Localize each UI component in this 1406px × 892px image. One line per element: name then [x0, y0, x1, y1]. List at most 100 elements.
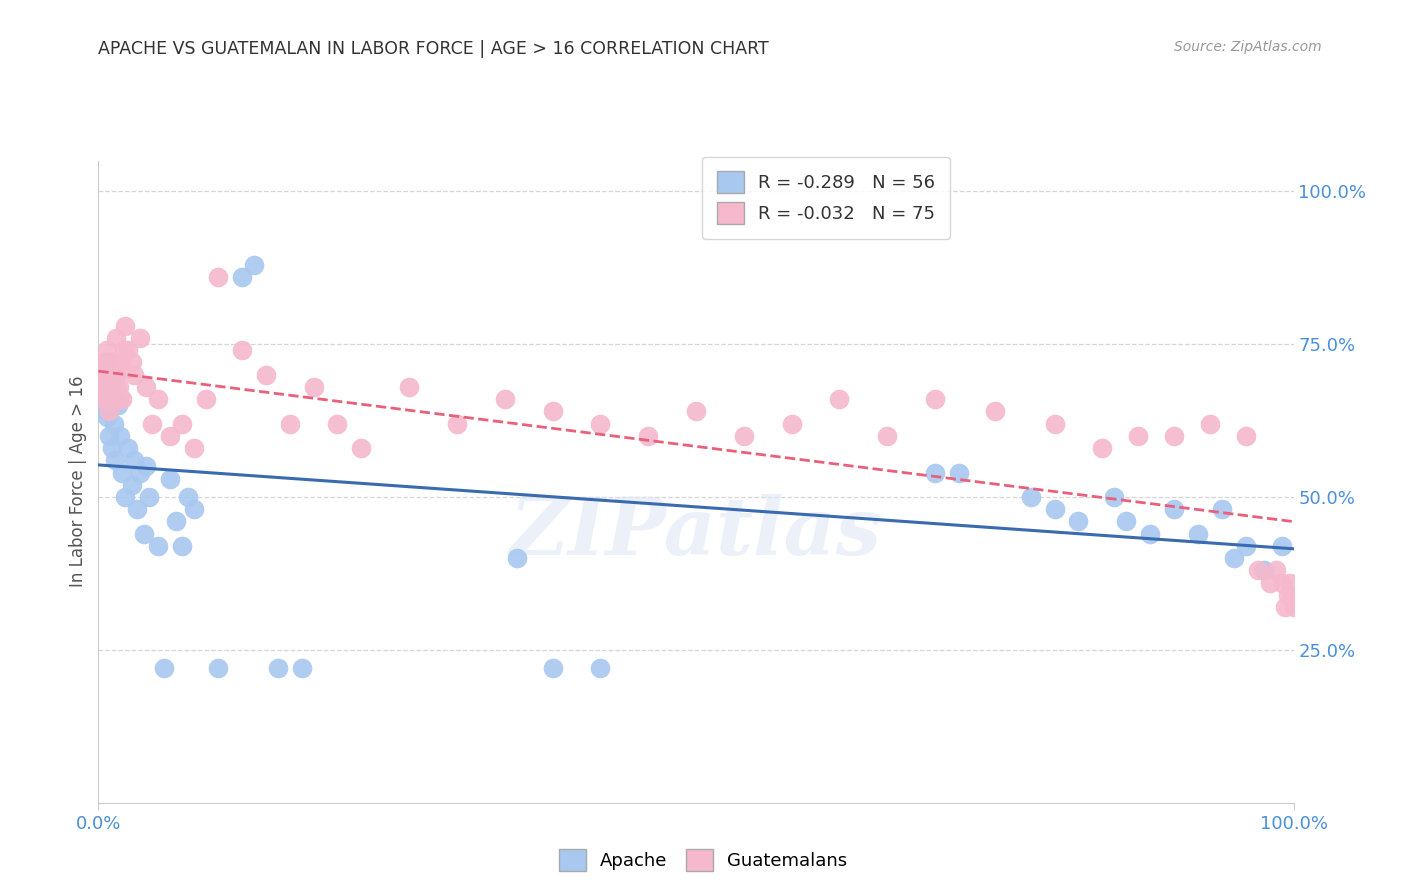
Point [948, 466, 970, 480]
Point [135, 380, 157, 394]
Point [121, 355, 143, 369]
Point [103, 392, 125, 406]
Point [91, 398, 114, 412]
Point [129, 466, 152, 480]
Point [207, 269, 229, 284]
Point [637, 429, 659, 443]
Point [1222, 551, 1246, 566]
Point [924, 392, 946, 406]
Point [111, 466, 134, 480]
Point [107, 380, 129, 394]
Point [97, 392, 120, 406]
Point [132, 526, 155, 541]
Point [291, 661, 314, 675]
Point [1258, 575, 1281, 590]
Point [494, 392, 516, 406]
Legend: R = -0.289   N = 56, R = -0.032   N = 75: R = -0.289 N = 56, R = -0.032 N = 75 [703, 157, 950, 239]
Point [984, 404, 1007, 418]
Point [1211, 502, 1233, 516]
Point [1198, 417, 1220, 431]
Point [876, 429, 898, 443]
Point [828, 392, 851, 406]
Point [107, 398, 129, 412]
Y-axis label: In Labor Force | Age > 16: In Labor Force | Age > 16 [69, 376, 87, 588]
Point [98, 404, 121, 418]
Point [541, 661, 564, 675]
Point [254, 368, 277, 382]
Point [111, 392, 134, 406]
Point [1271, 539, 1294, 553]
Point [1128, 429, 1150, 443]
Point [1278, 575, 1301, 590]
Point [1282, 600, 1305, 615]
Point [183, 441, 205, 455]
Point [117, 441, 139, 455]
Point [1234, 429, 1257, 443]
Point [100, 441, 122, 455]
Point [101, 355, 124, 369]
Point [924, 466, 946, 480]
Point [1115, 515, 1137, 529]
Point [112, 343, 135, 358]
Point [278, 417, 301, 431]
Point [1043, 502, 1066, 516]
Point [105, 331, 128, 345]
Point [398, 380, 420, 394]
Point [1281, 588, 1303, 602]
Point [506, 551, 529, 566]
Point [94, 355, 117, 369]
Point [1264, 563, 1286, 577]
Point [1246, 563, 1268, 577]
Point [589, 661, 612, 675]
Point [96, 355, 118, 369]
Point [94, 380, 117, 394]
Point [541, 404, 564, 418]
Point [172, 539, 194, 553]
Point [148, 539, 170, 553]
Point [108, 392, 131, 406]
Point [105, 368, 128, 382]
Point [96, 343, 118, 358]
Point [101, 380, 124, 394]
Point [98, 429, 121, 443]
Point [267, 661, 290, 675]
Point [1277, 588, 1299, 602]
Point [1163, 429, 1185, 443]
Legend: Apache, Guatemalans: Apache, Guatemalans [551, 842, 855, 879]
Point [780, 417, 803, 431]
Point [104, 368, 127, 382]
Point [231, 269, 253, 284]
Point [183, 502, 205, 516]
Point [91, 380, 114, 394]
Point [96, 410, 118, 425]
Point [1187, 526, 1209, 541]
Point [93, 380, 115, 394]
Point [302, 380, 325, 394]
Point [90, 380, 112, 394]
Text: ZIPatlas: ZIPatlas [510, 494, 882, 572]
Point [446, 417, 468, 431]
Point [114, 490, 136, 504]
Point [91, 355, 114, 369]
Point [685, 404, 707, 418]
Point [98, 392, 122, 406]
Point [100, 392, 122, 406]
Point [153, 661, 176, 675]
Point [159, 429, 181, 443]
Point [97, 404, 120, 418]
Point [110, 355, 132, 369]
Point [243, 258, 266, 272]
Point [1253, 563, 1275, 577]
Text: Source: ZipAtlas.com: Source: ZipAtlas.com [1174, 40, 1322, 54]
Point [165, 515, 187, 529]
Point [350, 441, 373, 455]
Point [117, 343, 139, 358]
Point [1019, 490, 1042, 504]
Point [105, 380, 128, 394]
Point [103, 417, 125, 431]
Point [91, 368, 114, 382]
Point [101, 380, 124, 394]
Point [135, 459, 157, 474]
Point [124, 368, 146, 382]
Point [98, 355, 122, 369]
